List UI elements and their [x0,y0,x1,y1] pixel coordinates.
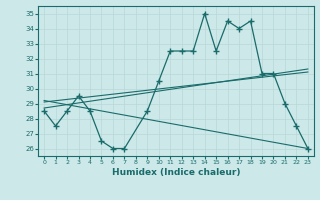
X-axis label: Humidex (Indice chaleur): Humidex (Indice chaleur) [112,168,240,177]
